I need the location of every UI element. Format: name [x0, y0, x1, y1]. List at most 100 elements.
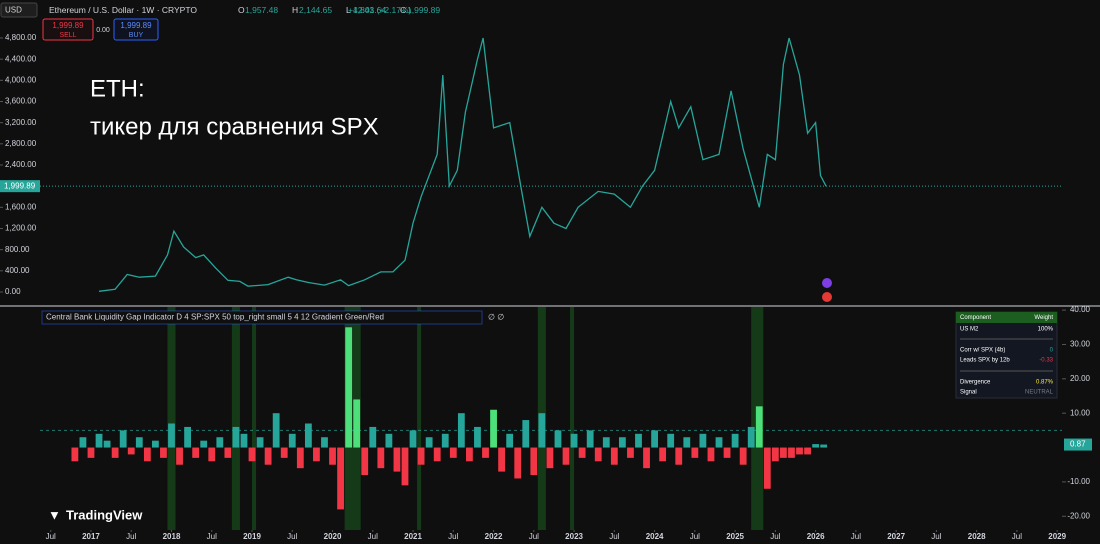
- x-tick-label: Jul: [770, 532, 780, 541]
- table-header-bg: [956, 312, 1057, 323]
- sell-label[interactable]: SELL: [59, 32, 76, 39]
- x-tick-label: 2017: [82, 532, 100, 541]
- ohlc-key: C: [400, 5, 406, 15]
- histogram-bar: [514, 447, 522, 479]
- histogram-bar: [200, 440, 208, 448]
- histogram-bar: [449, 447, 457, 458]
- table-cell: US M2: [960, 327, 979, 333]
- histogram-bar: [602, 437, 610, 448]
- x-tick-label: 2029: [1048, 532, 1066, 541]
- table-bg: [955, 311, 1058, 399]
- histogram-bar: [329, 447, 336, 465]
- x-tick-label: 2019: [243, 532, 261, 541]
- x-tick-label: Jul: [368, 532, 378, 541]
- histogram-bar: [723, 447, 731, 458]
- change: +42.41 (+2.17%): [348, 5, 411, 15]
- ohlc: O 1,957.48 H 2,144.65 L 1,803.64 C 1,999.89: [238, 5, 440, 15]
- table-cell: NEUTRAL: [1025, 390, 1054, 396]
- y-tick-label: 3,600.00: [5, 97, 37, 106]
- indicator-legend-box[interactable]: [41, 310, 483, 325]
- x-tick-label: Jul: [448, 532, 458, 541]
- y-tick-label: 1,600.00: [5, 202, 37, 211]
- buy-price[interactable]: 1,999.89: [120, 21, 152, 30]
- histogram-bar: [143, 447, 151, 462]
- indicator-title[interactable]: Central Bank Liquidity Gap Indicator D 4…: [46, 313, 384, 322]
- histogram-bar: [498, 447, 506, 472]
- histogram-bar: [482, 447, 489, 458]
- histogram-bar: [103, 440, 111, 448]
- sell-price[interactable]: 1,999.89: [52, 21, 84, 30]
- histogram-bar: [546, 447, 554, 469]
- histogram-bar: [160, 447, 167, 458]
- brand-mark: ▼: [48, 507, 61, 522]
- event-icon[interactable]: [822, 278, 832, 288]
- indicator-status: ∅ ∅: [488, 313, 504, 322]
- histogram-bar: [176, 447, 183, 465]
- price-line: [98, 37, 827, 292]
- table-header: Component: [960, 315, 991, 321]
- histogram-bar: [530, 447, 538, 476]
- histogram-bar: [675, 447, 683, 465]
- x-tick-label: Jul: [690, 532, 700, 541]
- histogram-bar: [409, 430, 417, 448]
- histogram-bar: [232, 426, 240, 448]
- y-tick-label: -20.00: [1067, 511, 1090, 520]
- histogram-bar: [554, 430, 562, 448]
- table-cell: Corr w/ SPX (4b): [960, 348, 1005, 354]
- histogram-bar: [763, 447, 771, 489]
- currency-box[interactable]: [0, 2, 38, 18]
- x-tick-label: 2022: [485, 532, 503, 541]
- histogram-bar: [240, 433, 248, 448]
- y-tick-label: 0.00: [5, 287, 21, 296]
- histogram-bar: [425, 437, 433, 448]
- buy-button[interactable]: [113, 18, 159, 41]
- histogram-bar: [345, 327, 353, 448]
- x-tick-label: Jul: [609, 532, 619, 541]
- histogram-bar: [522, 420, 530, 448]
- histogram-bar: [280, 447, 288, 458]
- x-tick-label: Jul: [1012, 532, 1022, 541]
- histogram-bar: [755, 406, 763, 448]
- x-tick-label: Jul: [287, 532, 297, 541]
- histogram-bar: [562, 447, 570, 465]
- histogram-bar: [71, 447, 79, 462]
- currency[interactable]: USD: [5, 6, 22, 15]
- histogram-bar: [151, 440, 159, 448]
- brand: TradingView: [66, 507, 143, 522]
- x-tick-label: 2024: [646, 532, 664, 541]
- histogram-bar: [796, 447, 803, 455]
- sell-button[interactable]: [42, 18, 94, 41]
- panes: 0.00400.00800.001,200.001,600.002,000.00…: [0, 33, 1092, 541]
- ohlc-value: 2,144.65: [299, 5, 332, 15]
- ohlc-key: O: [238, 5, 245, 15]
- x-tick-label: 2026: [807, 532, 825, 541]
- histogram-bar: [87, 447, 95, 458]
- histogram-bar: [594, 447, 602, 462]
- histogram-bar: [659, 447, 667, 462]
- x-tick-label: 2028: [968, 532, 986, 541]
- histogram-bar: [192, 447, 200, 458]
- y-tick-label: 10.00: [1070, 408, 1091, 417]
- histogram-bar: [618, 437, 626, 448]
- histogram-bar: [385, 433, 393, 448]
- last-value-label: 0.87: [1070, 440, 1086, 449]
- symbol[interactable]: Ethereum / U.S. Dollar · 1W · CRYPTO: [49, 5, 197, 15]
- ohlc-value: 1,999.89: [407, 5, 440, 15]
- event-icon[interactable]: [822, 292, 832, 302]
- histogram-bar: [321, 437, 328, 448]
- histogram-bar: [747, 426, 755, 448]
- histogram-bar: [441, 433, 449, 448]
- x-tick-label: Jul: [529, 532, 539, 541]
- histogram-bar: [224, 447, 232, 458]
- histogram-bar: [361, 447, 369, 476]
- histogram-bar: [288, 433, 296, 448]
- buy-label[interactable]: BUY: [129, 32, 144, 39]
- table-cell: Leads SPX by 12b: [960, 358, 1010, 364]
- histogram-bar: [490, 409, 497, 448]
- x-tick-label: 2021: [404, 532, 422, 541]
- histogram-bar: [474, 426, 481, 448]
- histogram-bar: [643, 447, 650, 469]
- spread: 0.00: [96, 27, 110, 34]
- y-tick-label: 4,800.00: [5, 33, 37, 42]
